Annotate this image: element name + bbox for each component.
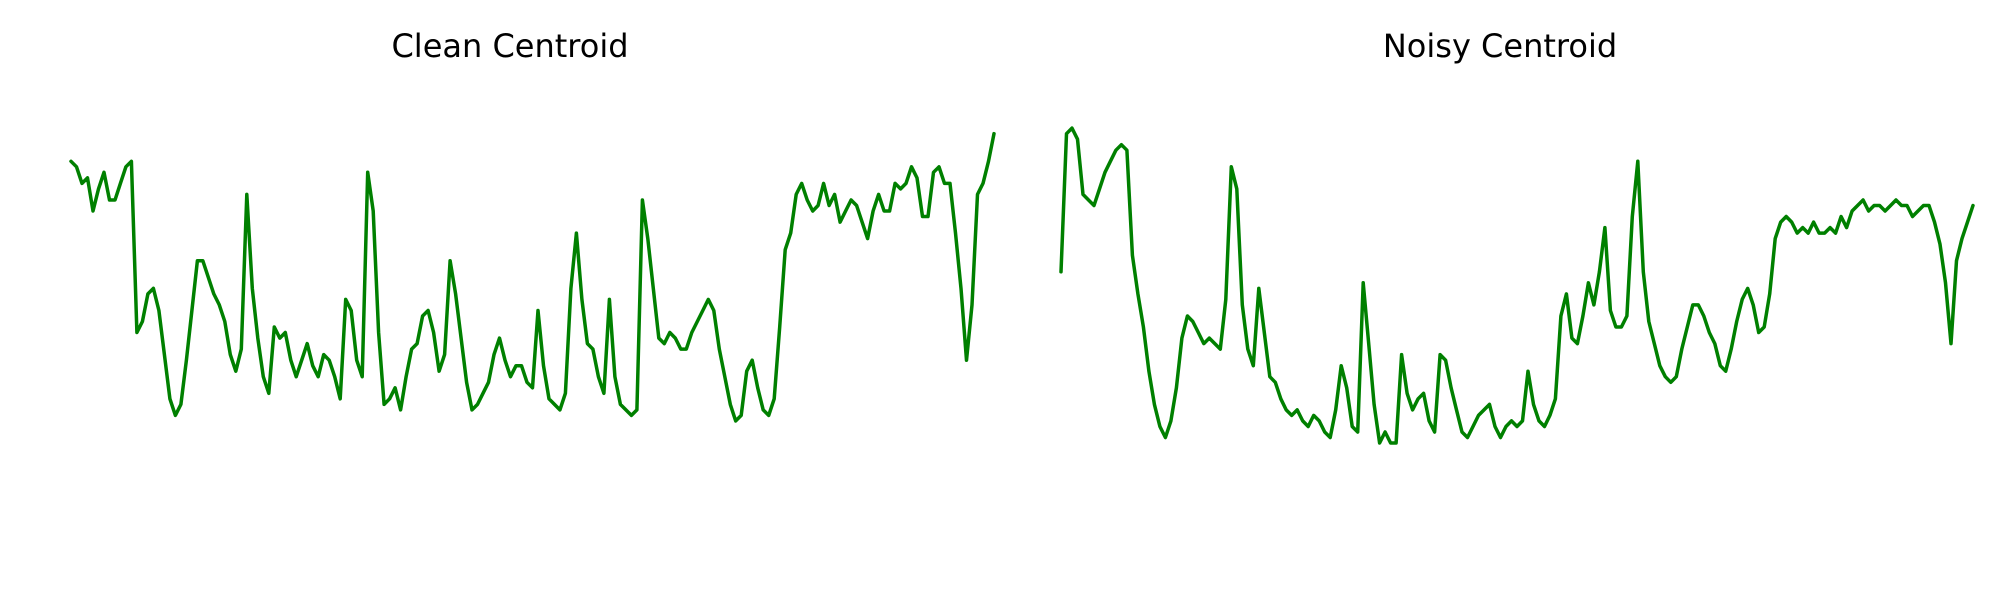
chart-clean-centroid: Clean Centroid <box>69 27 996 423</box>
chart-noisy-centroid: Noisy Centroid <box>1059 27 1975 445</box>
chart-title-noisy: Noisy Centroid <box>1383 27 1617 65</box>
series-line-noisy <box>1059 126 1975 445</box>
series-line-clean <box>69 131 996 423</box>
chart-title-clean: Clean Centroid <box>391 27 628 65</box>
